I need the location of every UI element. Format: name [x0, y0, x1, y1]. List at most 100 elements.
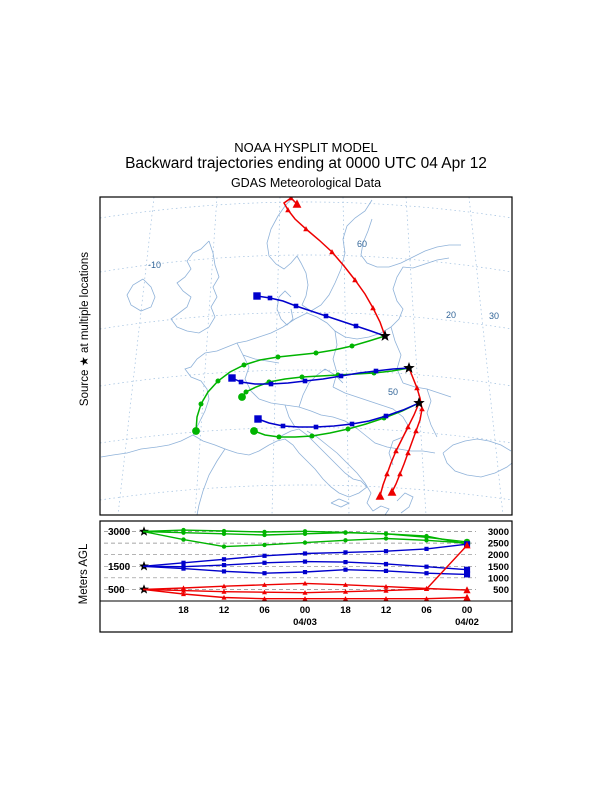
- graticule-line: [194, 197, 218, 515]
- y-axis-label-left: 3000: [108, 527, 131, 538]
- y-axis-label-left: 500: [108, 585, 125, 596]
- trajectory-triangle-marker: [397, 471, 403, 477]
- trajectory-map-path-red-500-1: [283, 197, 386, 337]
- trajectory-triangle-marker: [424, 585, 429, 591]
- trajectory-triangle-marker: [383, 588, 389, 593]
- trajectory-square-marker: [424, 564, 429, 569]
- source-star: [403, 362, 415, 373]
- source-star: [413, 397, 425, 408]
- coastline-path: [170, 240, 220, 334]
- trajectory-triangle-marker: [288, 197, 294, 201]
- trajectory-square-marker: [221, 563, 227, 568]
- coastline-path: [306, 430, 390, 515]
- trajectory-triangle-marker: [393, 448, 399, 454]
- trajectory-triangle-marker: [181, 585, 186, 591]
- y-axis-label-right: 2500: [488, 539, 509, 550]
- trajectory-triangle-marker: [370, 305, 376, 311]
- trajectory-triangle-marker: [419, 406, 425, 412]
- graticule-line: [100, 484, 512, 501]
- coastline-path: [236, 326, 404, 400]
- graticule-line: [117, 197, 155, 515]
- coastline-path: [360, 218, 461, 268]
- graticule-line: [100, 369, 512, 387]
- y-axis-label-right: 2000: [488, 550, 509, 561]
- time-tick-label: 18: [340, 605, 351, 616]
- map-frame: [99, 196, 513, 516]
- map-layer: -10 60 20 30 50: [100, 197, 512, 515]
- coastline-path: [330, 498, 350, 508]
- trajectory-map-path-blue-1500-2: [231, 367, 410, 385]
- trajectory-triangle-marker: [285, 207, 291, 213]
- y-axis-label-right: 3000: [488, 527, 509, 538]
- coastline-path: [100, 312, 308, 458]
- graticule-line: [100, 254, 512, 273]
- time-tick-label: 00: [462, 605, 473, 616]
- trajectory-triangle-marker: [387, 487, 397, 496]
- trajectory-triangle-marker: [343, 582, 348, 587]
- trajectory-triangle-marker: [383, 596, 389, 601]
- trajectory-map-path-green-3000-3: [253, 402, 420, 438]
- trajectory-circle-marker: [215, 378, 221, 384]
- trajectory-square-marker: [262, 571, 267, 576]
- trajectory-square-marker: [353, 323, 359, 329]
- trajectory-square-marker: [253, 292, 261, 300]
- trajectory-square-marker: [349, 421, 355, 427]
- time-tick-label: 18: [178, 605, 189, 616]
- trajectory-triangle-marker: [262, 596, 267, 601]
- trajectory-circle-marker: [276, 434, 282, 440]
- trajectory-circle-marker: [424, 533, 429, 539]
- trajectory-circle-marker: [192, 427, 200, 435]
- trajectory-square-marker: [313, 424, 319, 430]
- trajectory-circle-marker: [238, 393, 246, 401]
- trajectory-triangle-marker: [463, 586, 471, 594]
- trajectory-circle-marker: [424, 538, 429, 543]
- trajectory-triangle-marker: [181, 588, 186, 593]
- trajectory-square-marker: [302, 559, 308, 564]
- trajectory-triangle-marker: [221, 589, 227, 594]
- trajectory-triangle-marker: [343, 589, 348, 594]
- y-axis-label-left: 1500: [108, 562, 131, 573]
- trajectory-triangle-marker: [262, 589, 267, 595]
- altitude-frame: [99, 520, 513, 633]
- map-grid-label: -10: [148, 260, 161, 270]
- trajectory-square-marker: [373, 368, 379, 374]
- graticule-line: [405, 197, 427, 515]
- trajectory-square-marker: [383, 549, 389, 554]
- trajectory-circle-marker: [241, 362, 247, 368]
- trajectory-triangle-marker: [302, 580, 308, 586]
- plot-title: Backward trajectories ending at 0000 UTC…: [125, 155, 487, 172]
- trajectory-square-marker: [293, 303, 299, 309]
- trajectory-triangle-marker: [292, 199, 302, 208]
- trajectory-square-marker: [302, 378, 308, 384]
- trajectory-triangle-marker: [302, 596, 308, 601]
- trajectory-circle-marker: [383, 531, 389, 537]
- coastline-path: [242, 354, 452, 466]
- trajectory-triangle-marker: [383, 584, 389, 589]
- trajectory-square-marker: [464, 566, 471, 573]
- trajectory-triangle-marker: [181, 591, 186, 597]
- trajectory-square-marker: [383, 561, 389, 567]
- time-tick-label: 12: [381, 605, 392, 616]
- y-axis-label-right: 1500: [488, 562, 509, 573]
- coastline-path: [276, 290, 294, 326]
- time-tick-label: 00: [300, 605, 311, 616]
- time-tick-label: 12: [219, 605, 230, 616]
- trajectory-square-marker: [338, 373, 344, 379]
- trajectory-circle-marker: [275, 354, 281, 360]
- trajectory-circle-marker: [383, 536, 389, 541]
- trajectory-square-marker: [343, 567, 348, 572]
- trajectory-circle-marker: [345, 426, 351, 432]
- trajectory-circle-marker: [198, 401, 204, 407]
- coastline-path: [224, 444, 270, 456]
- trajectory-square-marker: [323, 313, 329, 319]
- trajectory-square-marker: [464, 571, 471, 578]
- trajectory-triangle-marker: [303, 226, 309, 232]
- coastline-path: [442, 438, 512, 478]
- trajectory-square-marker: [424, 546, 429, 551]
- time-tick-label: 06: [421, 605, 432, 616]
- graticule-line: [100, 201, 512, 219]
- trajectory-triangle-marker: [221, 583, 227, 589]
- trajectory-triangle-marker: [413, 428, 419, 434]
